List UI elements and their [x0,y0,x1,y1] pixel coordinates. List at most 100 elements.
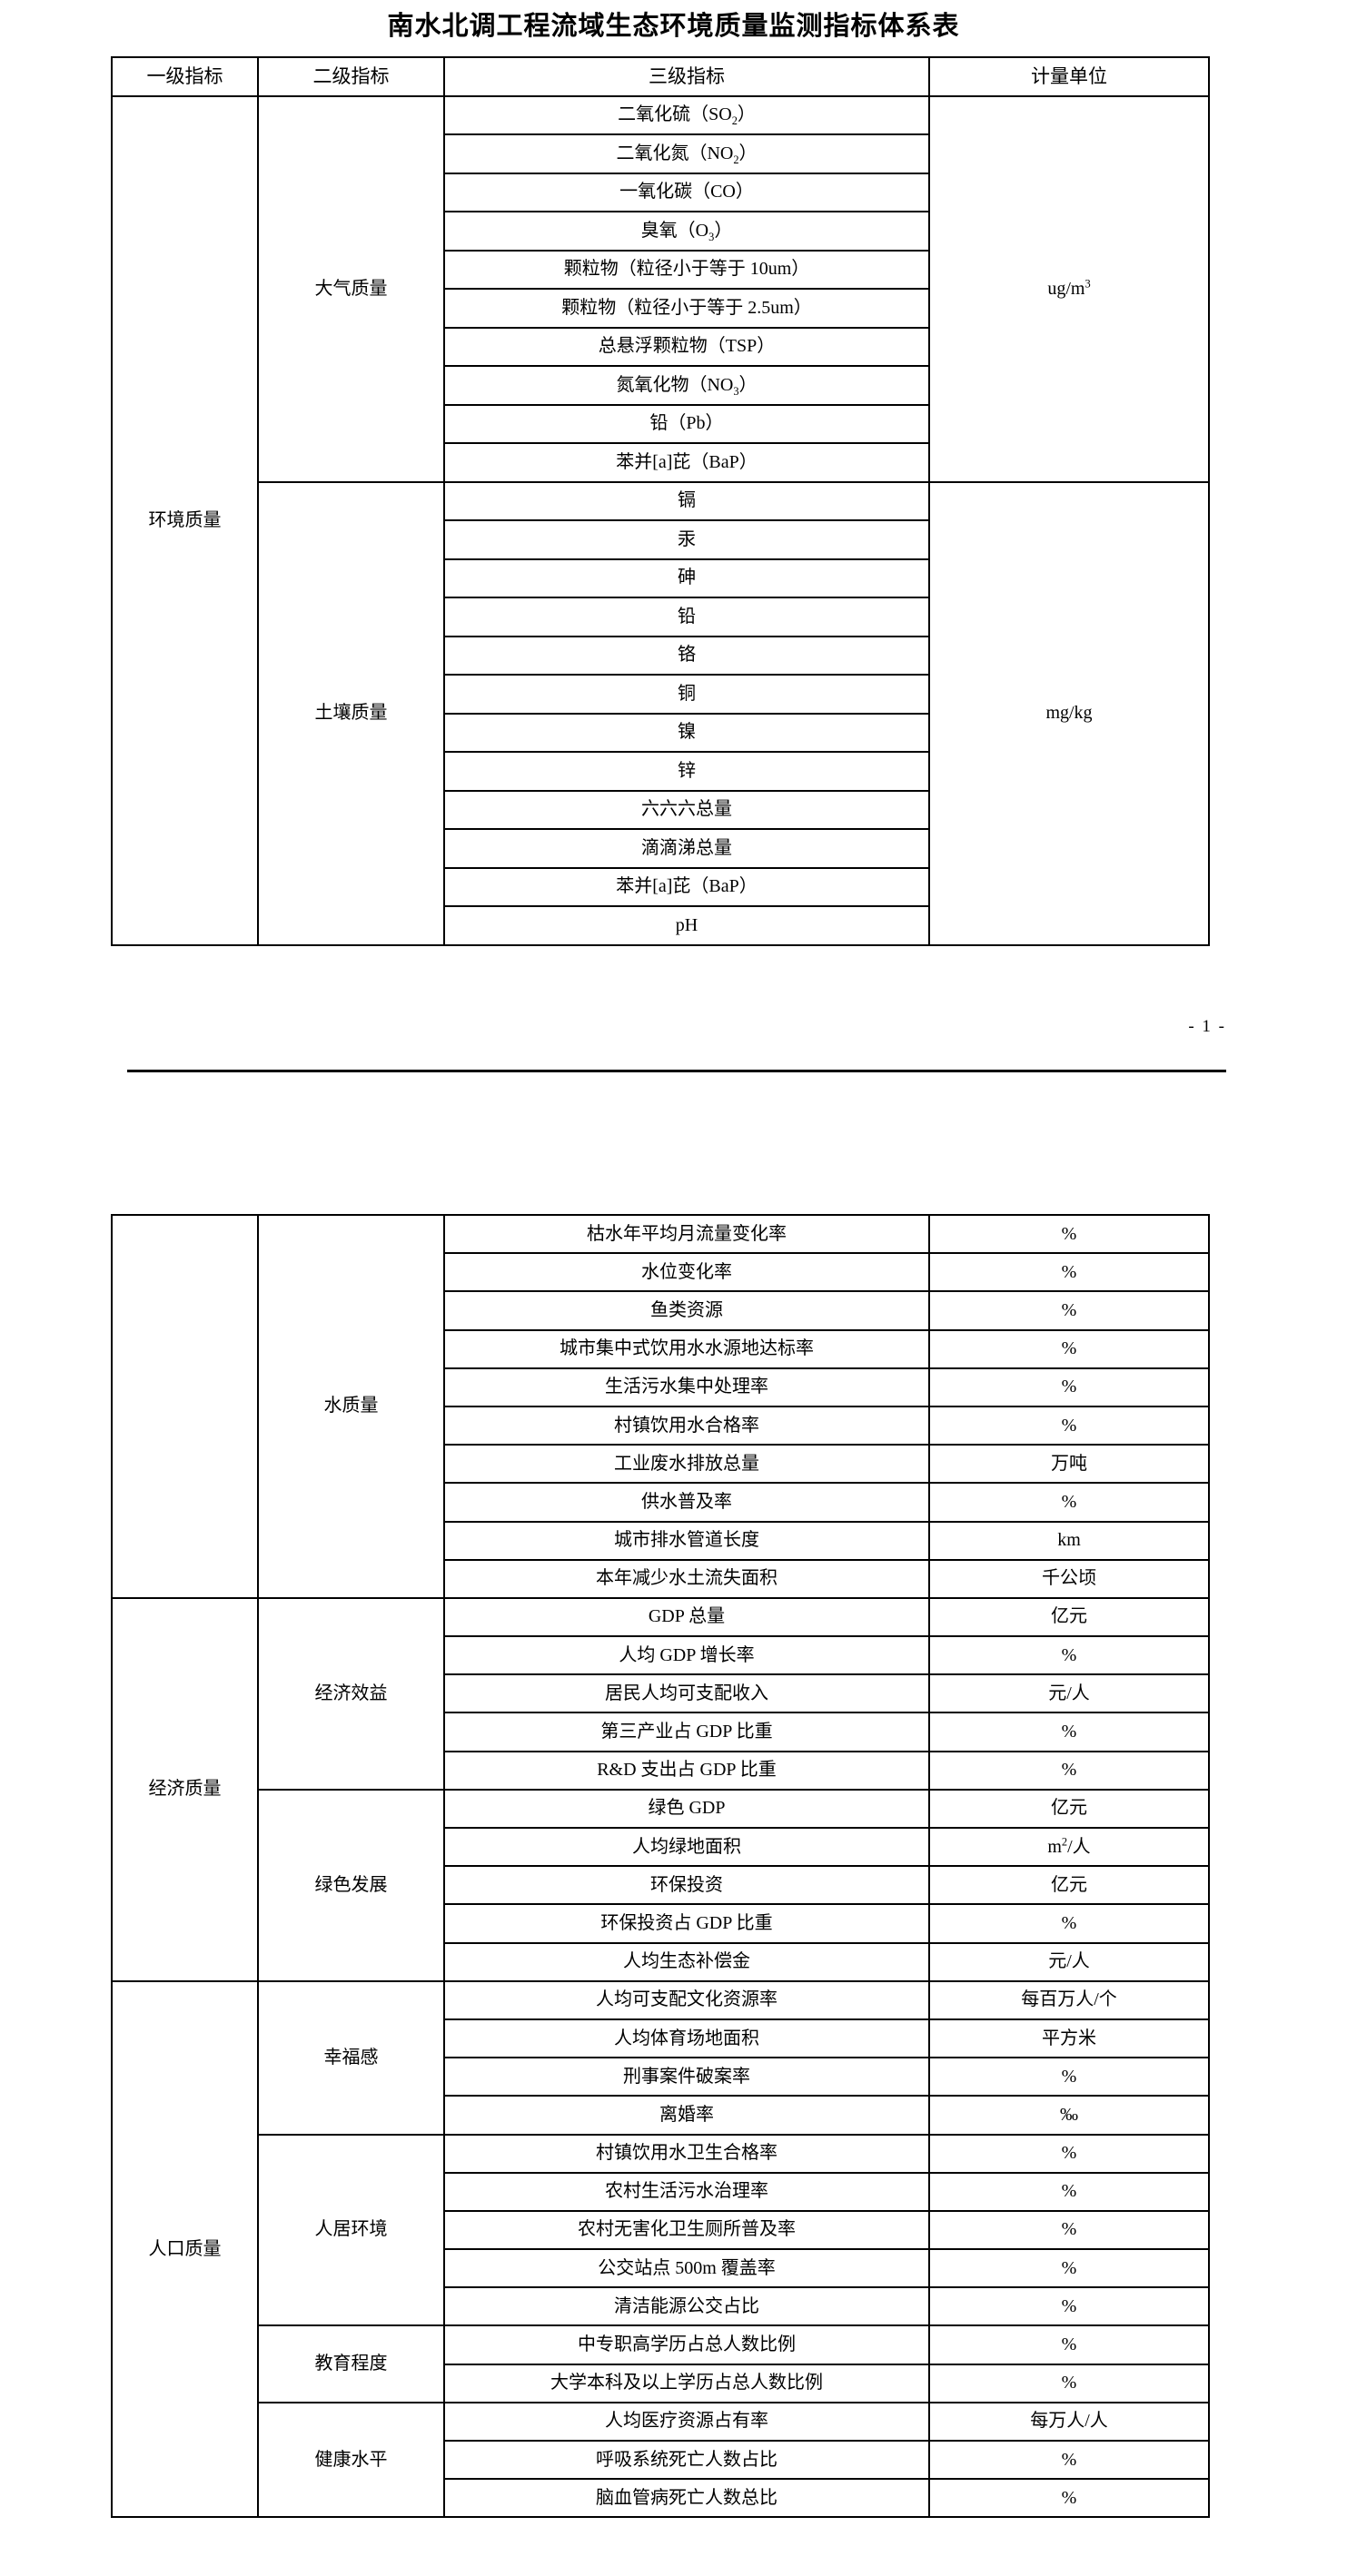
level2-cell: 绿色发展 [257,1788,445,1982]
indicator-cell: 人均可支配文化资源率 [443,1979,930,2020]
indicator-cell: 居民人均可支配收入 [443,1673,930,1714]
indicator-cell: 二氧化硫（SO2） [443,94,930,135]
unit-cell: % [928,2248,1210,2289]
table-row: 颗粒物（粒径小于等于 10um） [112,249,1209,290]
level2-cell: 水质量 [257,1214,445,1599]
indicator-cell: 中专职高学历占总人数比例 [443,2324,930,2365]
header-cell-2: 三级指标 [443,56,930,97]
indicator-cell: 六六六总量 [443,789,930,830]
unit-cell: 元/人 [928,1673,1210,1714]
indicator-cell: 人均体育场地面积 [443,2018,930,2059]
table-row: 锌 [112,751,1209,792]
indicator-cell: 氮氧化物（NO3） [443,365,930,406]
level1-cell [111,1214,259,1599]
header-cell-3: 计量单位 [928,56,1210,97]
page-divider-line [127,1070,1226,1072]
table-row: 刑事案件破案率% [112,2057,1210,2097]
unit-cell: 亿元 [928,1865,1210,1906]
unit-cell: % [928,1635,1210,1676]
indicator-cell: 脑血管病死亡人数总比 [443,2478,930,2519]
unit-cell: % [928,1252,1210,1293]
document-title: 南水北调工程流域生态环境质量监测指标体系表 [387,12,960,41]
indicator-cell: 铬 [443,635,930,676]
indicator-cell: 镉 [443,480,930,521]
unit-cell: % [928,1903,1210,1944]
indicator-cell: 枯水年平均月流量变化率 [443,1213,930,1255]
header-cell-1: 二级指标 [257,56,445,97]
indicator-cell: 供水普及率 [443,1482,930,1523]
unit-cell: % [928,1290,1210,1331]
indicator-cell: 城市排水管道长度 [443,1520,930,1561]
level1-cell: 人口质量 [111,1979,259,2519]
table-row: 人均 GDP 增长率% [112,1635,1210,1676]
table-row: 教育程度 中专职高学历占总人数比例% [112,2324,1210,2403]
table-row: 汞 [112,519,1209,560]
table-row: 供水普及率% [112,1482,1210,1523]
indicator-cell: 人均 GDP 增长率 [443,1635,930,1676]
table-row: 村镇饮用水合格率% [112,1405,1210,1446]
indicator-cell: 颗粒物（粒径小于等于 2.5um） [443,288,930,329]
table-row: 臭氧（O3） [112,211,1209,252]
unit-cell: m2/人 [928,1826,1210,1868]
table-row: 铬 [112,635,1209,676]
indicator-cell: R&D 支出占 GDP 比重 [443,1750,930,1791]
indicator-cell: 第三产业占 GDP 比重 [443,1712,930,1752]
table-row: 铜 [112,674,1209,715]
indicator-cell: 环保投资 [443,1865,930,1906]
table-row: 环保投资占 GDP 比重% [112,1903,1210,1944]
table-row: 工业废水排放总量 万吨 [112,1444,1210,1485]
table-row: 本年减少水土流失面积 千公顷 [112,1558,1210,1599]
indicator-cell: 总悬浮颗粒物（TSP） [443,326,930,367]
table-row: 铅 [112,597,1209,637]
table-row: 呼吸系统死亡人数占比% [112,2439,1210,2481]
indicator-cell: 环保投资占 GDP 比重 [443,1903,930,1944]
table-row: 人均体育场地面积 平方米 [112,2018,1210,2059]
unit-cell: 亿元 [928,1596,1210,1638]
unit-cell: 每万人/人 [928,2401,1210,2443]
table-row: 人口质量 幸福感 人均可支配文化资源率 每百万人/个 [111,1979,1210,2519]
indicator-cell: 农村无害化卫生厕所普及率 [443,2209,930,2251]
indicator-cell: 苯并[a]芘（BaP） [443,442,930,483]
indicator-cell: 农村生活污水治理率 [443,2171,930,2212]
indicator-cell: GDP 总量 [443,1596,930,1638]
table-row: 健康水平 人均医疗资源占有率 每万人/人 [112,2401,1210,2519]
table-row: 公交站点 500m 覆盖率% [112,2248,1210,2289]
indicator-cell: 刑事案件破案率 [443,2057,930,2097]
table-row: 人均生态补偿金 元/人 [112,1941,1210,1982]
table-row: 水质量 枯水年平均月流量变化率% [111,1213,1210,1599]
header-cell-0: 一级指标 [111,56,259,97]
table-row: 环境质量 大气质量 二氧化硫（SO2） ug/m3 [111,94,1210,946]
indicator-cell: 清洁能源公交占比 [443,2286,930,2327]
indicator-table-page1: 一级指标 二级指标 三级指标 计量单位 环境质量 大气质量 二氧化硫（SO2） ug/m3 二氧… [111,56,1210,946]
indicator-cell: 铅（Pb） [443,403,930,444]
table-row: 农村生活污水治理率% [112,2171,1210,2212]
unit-cell: ‰ [928,2095,1210,2136]
indicator-cell: 鱼类资源 [443,1290,930,1331]
table-page2-container: 水质量 枯水年平均月流量变化率% 水位变化率% 鱼类资源% 城市集中式饮用水水源地达标率… [111,1213,1210,2519]
indicator-cell: 人均生态补偿金 [443,1941,930,1982]
indicator-cell: 工业废水排放总量 [443,1444,930,1485]
unit-cell: % [928,2171,1210,2212]
indicator-cell: 呼吸系统死亡人数占比 [443,2439,930,2481]
table-row: 绿色发展 绿色 GDP 亿元 [112,1788,1210,1982]
indicator-cell: 大学本科及以上学历占总人数比例 [443,2363,930,2403]
indicator-cell: 离婚率 [443,2095,930,2136]
table-row: 镍 [112,712,1209,753]
indicator-cell: 公交站点 500m 覆盖率 [443,2248,930,2289]
table-row: 离婚率 ‰ [112,2095,1210,2136]
unit-cell: % [928,1405,1210,1446]
table-row: 滴滴涕总量 [112,828,1209,869]
table-row: R&D 支出占 GDP 比重% [112,1750,1210,1791]
indicator-cell: 锌 [443,751,930,792]
level2-cell: 幸福感 [257,1979,445,2136]
table-row: 人均绿地面积 m2/人 [112,1826,1210,1868]
indicator-cell: 人均医疗资源占有率 [443,2401,930,2443]
unit-cell: % [928,2057,1210,2097]
unit-cell: % [928,1750,1210,1791]
level2-cell: 大气质量 [257,94,445,483]
table-row: 苯并[a]芘（BaP） [112,866,1209,907]
indicator-cell: 颗粒物（粒径小于等于 10um） [443,249,930,290]
table-row: 一氧化碳（CO） [112,172,1209,212]
table-row: 城市集中式饮用水水源地达标率% [112,1328,1210,1369]
